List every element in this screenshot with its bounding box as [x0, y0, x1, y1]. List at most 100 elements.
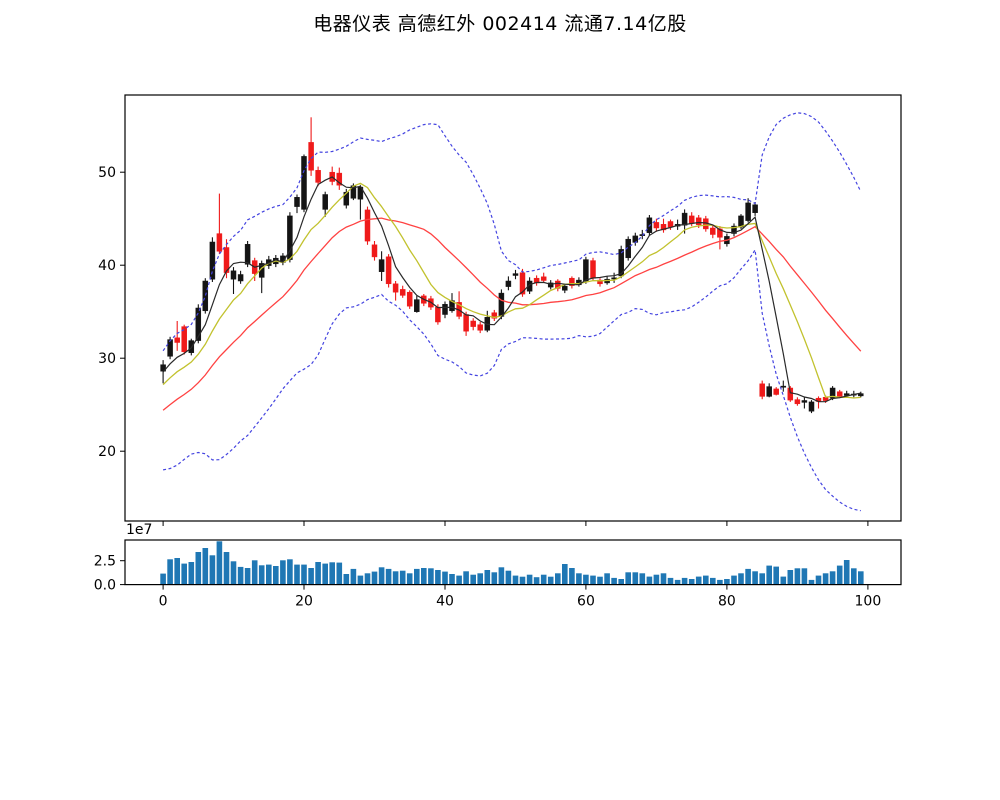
volume-bar: [695, 576, 702, 585]
candle-down: [399, 289, 406, 296]
volume-bar: [653, 574, 660, 585]
volume-bar: [583, 574, 589, 585]
x-tick-label: 20: [295, 594, 313, 610]
candle-down: [787, 387, 794, 401]
candle-down: [695, 217, 702, 226]
volume-bar: [688, 579, 695, 585]
candle-down: [688, 215, 695, 224]
volume-bar: [794, 568, 801, 585]
volume-bar: [822, 573, 829, 585]
volume-bar: [858, 571, 864, 585]
volume-bar: [773, 566, 779, 585]
candle-down: [216, 233, 223, 252]
price-y-tick-label: 40: [98, 258, 116, 274]
candle-up: [442, 304, 448, 315]
candle-down: [794, 399, 801, 405]
volume-bar: [787, 570, 794, 585]
price-y-tick-label: 20: [98, 444, 116, 460]
volume-bar: [237, 566, 244, 585]
volume-bar: [801, 568, 808, 585]
candle-up: [632, 235, 639, 243]
volume-bar: [216, 541, 223, 585]
volume-bar: [836, 565, 843, 585]
volume-bar: [209, 555, 216, 585]
candle-up: [343, 191, 350, 206]
volume-bar: [533, 577, 540, 585]
price-y-tick-label: 50: [98, 165, 116, 181]
volume-bar: [780, 576, 787, 585]
candle-up: [322, 194, 328, 210]
candle-up: [512, 273, 519, 276]
candle-down: [717, 228, 723, 238]
bollinger-upper-band: [162, 112, 862, 352]
volume-bar: [294, 564, 300, 585]
candle-down: [653, 222, 660, 229]
candle-down: [660, 224, 667, 231]
volume-bar: [230, 561, 237, 585]
candle-up: [195, 307, 202, 341]
candle-down: [371, 244, 378, 258]
candle-up: [202, 280, 209, 312]
volume-bar: [301, 564, 307, 585]
candle-down: [174, 337, 180, 343]
ma10-line: [162, 182, 861, 399]
volume-bar: [639, 573, 646, 585]
candle-down: [667, 221, 674, 228]
candle-up: [167, 339, 173, 357]
volume-bar: [646, 576, 653, 585]
volume-bar: [329, 562, 335, 585]
volume-bar: [202, 548, 209, 585]
candle-up: [414, 299, 420, 312]
overlay-lines-layer: [162, 112, 862, 512]
candle-down: [710, 227, 716, 235]
candle-down: [540, 276, 547, 281]
x-tick-label: 60: [577, 594, 595, 610]
volume-bar: [315, 562, 321, 585]
candle-down: [392, 283, 399, 293]
volume-bar: [752, 571, 758, 585]
price-axes-box: [124, 94, 902, 522]
candle-down: [223, 247, 230, 273]
candle-down: [406, 291, 413, 307]
volume-bar: [470, 574, 476, 585]
candle-down: [555, 280, 561, 289]
volume-bar: [350, 568, 357, 585]
volume-bar: [406, 573, 413, 585]
volume-bar: [421, 568, 427, 585]
volume-bar: [674, 579, 681, 585]
volume-bar: [449, 574, 455, 585]
volume-axes-box: [124, 539, 902, 586]
candle-down: [385, 256, 392, 285]
volume-bar: [392, 571, 399, 585]
volume-bar: [364, 573, 371, 585]
volume-bar: [357, 575, 364, 585]
volume-bar: [766, 565, 772, 585]
candle-up: [562, 285, 568, 291]
candle-up: [547, 282, 554, 288]
candle-up: [745, 202, 751, 221]
volume-bar: [808, 579, 815, 585]
volume-bar: [244, 568, 251, 585]
volume-bar: [385, 568, 392, 585]
x-tick-label: 0: [159, 594, 168, 610]
volume-bar: [456, 575, 462, 585]
candle-up: [301, 156, 307, 210]
volume-offset-label: 1e7: [126, 522, 152, 538]
candle-down: [590, 260, 596, 279]
volume-bar: [343, 574, 350, 585]
volume-bar: [731, 575, 737, 585]
candle-down: [477, 324, 483, 331]
candle-up: [230, 270, 237, 280]
volume-bar: [399, 570, 406, 585]
volume-bar: [724, 579, 730, 585]
candle-up: [583, 259, 589, 282]
volume-bar: [322, 563, 328, 585]
volume-bar: [738, 573, 744, 585]
volume-bar: [484, 570, 491, 585]
candle-down: [569, 277, 575, 286]
volume-bar: [625, 572, 631, 585]
volume-bar: [851, 568, 857, 585]
candle-down: [759, 383, 765, 397]
volume-y-tick-label: 0.0: [94, 578, 116, 594]
